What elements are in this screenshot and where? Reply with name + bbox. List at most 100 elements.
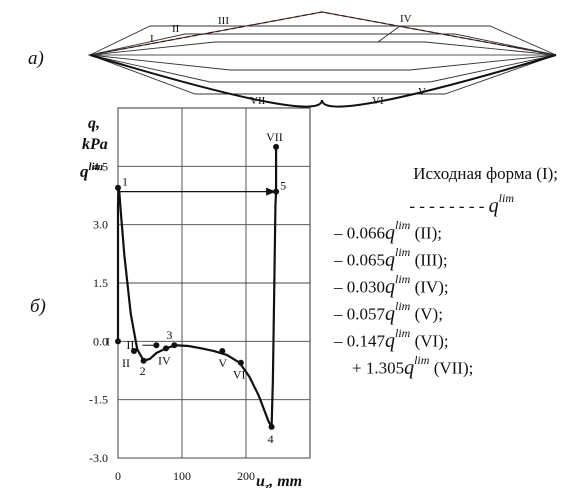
- legend-coef: – 0.066: [334, 223, 385, 243]
- panel-a-label: а): [28, 48, 44, 69]
- chart-grid: [117, 107, 311, 459]
- legend-item-sup: lim: [395, 299, 411, 313]
- stage-marker: [237, 359, 244, 366]
- x-tick-label: 0: [115, 469, 121, 483]
- point-marker: [268, 423, 275, 430]
- x-tick-label: 200: [237, 469, 255, 483]
- y-tick-label: 0.0: [93, 334, 108, 348]
- legend-coef: – 0.057: [334, 304, 385, 324]
- qlim-axis-label: qlim: [80, 161, 104, 181]
- point-marker: [171, 342, 178, 349]
- shape-up-4-line: [89, 41, 557, 56]
- label-IV-leader: [377, 25, 401, 43]
- qlim-q: q: [80, 162, 89, 181]
- legend-dash: - - - - - - - -: [409, 196, 485, 216]
- load-curve: [116, 186, 278, 428]
- stage-marker: [163, 345, 169, 352]
- shape-I-line: [89, 11, 557, 56]
- x-axis-unit: , mm: [268, 473, 302, 488]
- qlim-arrow-head: [266, 187, 277, 196]
- point-label: 5: [280, 179, 286, 193]
- legend-tag: (III);: [410, 250, 448, 270]
- stage-label: IV: [158, 353, 171, 367]
- legend-item: – 0.030qlim (IV);: [324, 268, 564, 298]
- shape-down-5-line: [89, 54, 557, 71]
- y-tick-label: -1.5: [89, 393, 108, 407]
- legend-qlim-row: - - - - - - - - qlim: [324, 187, 564, 217]
- legend-coef: – 0.147: [334, 331, 385, 351]
- legend-sup: lim: [498, 191, 514, 205]
- shape-label-VII: VII: [250, 95, 266, 107]
- stage-marker: [131, 348, 137, 355]
- legend-tag: (V);: [410, 304, 443, 324]
- stage-label: I: [106, 334, 110, 348]
- shape-label-II: II: [172, 23, 180, 35]
- stage-label: VII: [266, 130, 283, 144]
- legend-tag: (VI);: [410, 331, 449, 351]
- legend-item: – 0.066qlim (II);: [324, 214, 564, 244]
- x-tick-label: 100: [173, 469, 191, 483]
- legend-item-sup: lim: [395, 272, 411, 286]
- load-displacement-panel: б) q, kPa qlim -3.0 -1.5 0.0 1.5 3.0 4.5 0 100 2…: [30, 107, 311, 488]
- y-axis-label-bottom: kPa: [82, 136, 108, 153]
- legend-head: Исходная форма (I);: [413, 164, 558, 183]
- stage-marker: [219, 348, 226, 355]
- shape-up-3-line: [89, 33, 557, 56]
- shape-label-V: V: [418, 86, 426, 98]
- stage-marker: [273, 143, 280, 150]
- point-label: 1: [122, 175, 128, 189]
- x-axis-label: uz, mm: [256, 473, 302, 488]
- x-axis-u: u: [256, 473, 265, 488]
- legend-item-q: qlim: [385, 272, 411, 298]
- legend-item-q: qlim: [385, 326, 411, 352]
- stage-label: VI: [233, 368, 246, 382]
- y-tick-label: -3.0: [89, 451, 108, 465]
- legend-q: q: [488, 194, 499, 217]
- legend-item-sup: lim: [395, 326, 411, 340]
- shape-label-VI: VI: [372, 95, 384, 107]
- shape-down-6-line: [89, 54, 557, 83]
- shape-label-III: III: [218, 15, 229, 27]
- qlim-reference-line: [89, 11, 557, 56]
- legend-tag: (VII);: [429, 358, 474, 378]
- legend-item-q: qlim: [385, 218, 411, 244]
- legend-item: – 0.057qlim (V);: [324, 295, 564, 325]
- point-marker: [273, 188, 280, 195]
- legend-item: + 1.305qlim (VII);: [324, 349, 564, 379]
- legend-item-q: qlim: [385, 299, 411, 325]
- legend-item-q: qlim: [385, 245, 411, 271]
- shape-label-IV: IV: [400, 13, 412, 25]
- tick-labels: -3.0 -1.5 0.0 1.5 3.0 4.5 0 100 200: [89, 159, 255, 483]
- legend-coef: – 0.030: [334, 277, 385, 297]
- legend-item-sup: lim: [414, 353, 430, 367]
- y-tick-label: 3.0: [93, 218, 108, 232]
- legend-item: – 0.147qlim (VI);: [324, 322, 564, 352]
- y-axis-label-top: q,: [88, 115, 100, 132]
- y-tick-label: 4.5: [93, 159, 108, 173]
- shape-VII-line: [89, 54, 557, 108]
- stage-marker: [153, 342, 160, 349]
- legend-item-sup: lim: [395, 218, 411, 232]
- point-marker: [115, 184, 121, 191]
- point-label: 4: [268, 432, 274, 446]
- shape-up-2-line: [89, 25, 557, 56]
- legend-item-sup: lim: [395, 245, 411, 259]
- legend: Исходная форма (I); - - - - - - - - qlim…: [324, 160, 564, 379]
- legend-coef: – 0.065: [334, 250, 385, 270]
- shape-curves: [89, 11, 557, 108]
- stage-label: III: [126, 338, 138, 352]
- legend-item: – 0.065qlim (III);: [324, 241, 564, 271]
- stage-marker: [115, 338, 121, 345]
- shape-label-I: I: [150, 33, 154, 45]
- legend-qlim-symbol: qlim: [488, 191, 514, 217]
- legend-coef: + 1.305: [352, 358, 405, 378]
- x-axis-sub: z: [264, 481, 270, 488]
- stage-label: II: [122, 356, 130, 370]
- point-marker: [140, 357, 147, 364]
- legend-items: – 0.066qlim (II); – 0.065qlim (III); – 0.0…: [324, 214, 564, 379]
- point-label: 3: [166, 328, 172, 342]
